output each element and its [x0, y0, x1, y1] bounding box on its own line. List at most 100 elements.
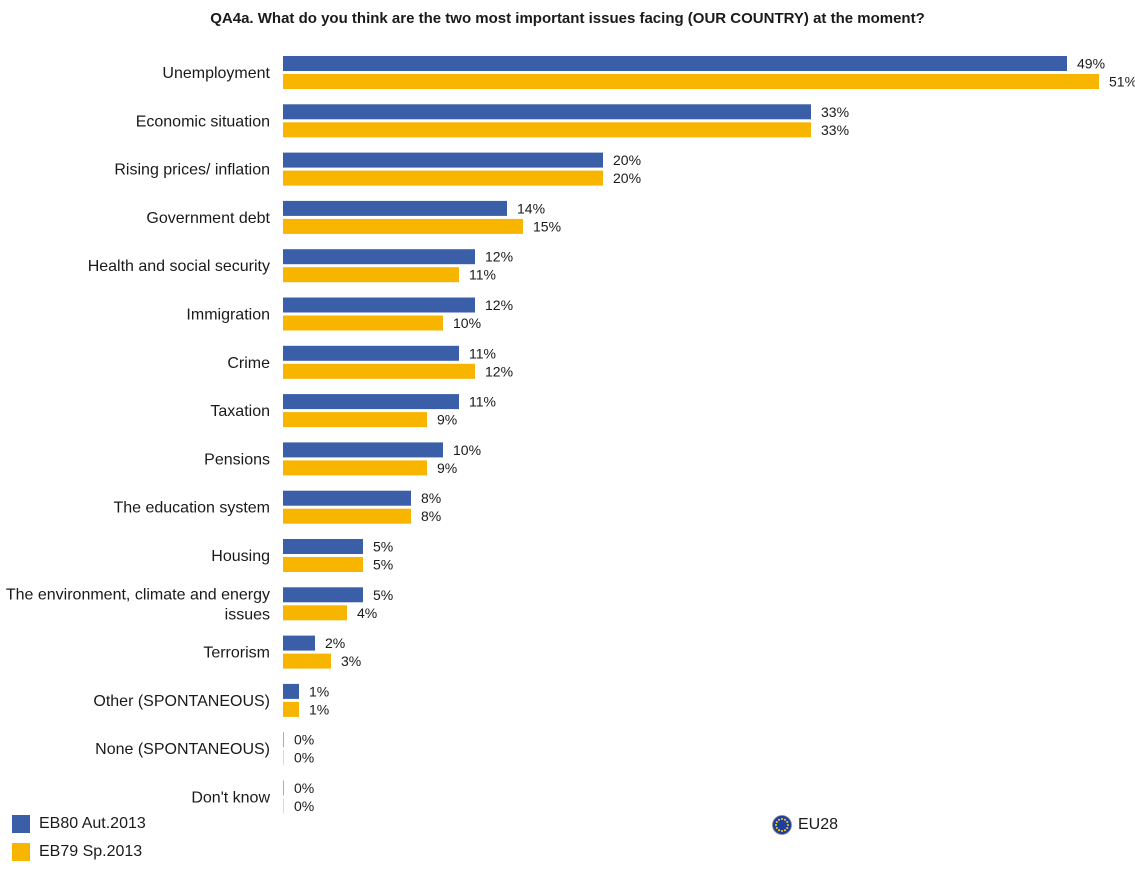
value-label-eb80: 33%	[821, 104, 849, 120]
legend-item-eb79: EB79 Sp.2013	[12, 843, 142, 861]
value-label-eb80: 8%	[421, 490, 441, 506]
value-label-eb79: 0%	[294, 798, 314, 814]
bar-eb80	[283, 297, 475, 313]
category-group: Pensions 10% 9%	[204, 442, 481, 476]
category-group: Terrorism 2% 3%	[203, 635, 361, 669]
category-group: Health and social security 12% 11%	[88, 249, 513, 283]
bar-eb79	[283, 798, 284, 814]
bar-eb79	[283, 170, 603, 186]
bar-eb80	[283, 539, 363, 554]
category-label: Other (SPONTANEOUS)	[93, 693, 270, 710]
bar-eb80	[283, 394, 459, 410]
bar-eb80	[283, 635, 315, 651]
value-label-eb79: 51%	[1109, 74, 1135, 90]
bar-eb80	[283, 56, 1067, 71]
value-label-eb80: 11%	[469, 345, 496, 361]
bar-eb80	[283, 683, 299, 699]
value-label-eb79: 1%	[309, 701, 329, 717]
category-group: Other (SPONTANEOUS) 1% 1%	[93, 683, 329, 717]
category-label: Don't know	[191, 790, 270, 807]
value-label-eb80: 5%	[373, 539, 393, 555]
bar-eb79	[283, 508, 411, 524]
bar-eb79	[283, 218, 523, 234]
legend-swatch-eb80	[12, 815, 30, 833]
value-label-eb80: 12%	[485, 249, 513, 265]
category-label: Health and social security	[88, 258, 270, 275]
value-label-eb79: 4%	[357, 605, 377, 621]
value-label-eb79: 12%	[485, 363, 513, 379]
bar-eb80	[283, 780, 284, 796]
bar-eb79	[283, 750, 284, 766]
value-label-eb79: 8%	[421, 508, 441, 524]
bar-eb80	[283, 200, 507, 216]
value-label-eb80: 11%	[469, 394, 496, 410]
legend-label-eb79: EB79 Sp.2013	[39, 843, 143, 860]
bar-eb80	[283, 587, 363, 603]
category-label: The education system	[113, 500, 270, 517]
category-group: Housing 5% 5%	[211, 539, 393, 573]
category-group: Rising prices/ inflation 20% 20%	[114, 152, 641, 186]
category-label: Taxation	[210, 403, 270, 420]
legend-label-eb80: EB80 Aut.2013	[39, 815, 146, 832]
bar-eb79	[283, 74, 1099, 89]
bar-eb80	[283, 490, 411, 506]
value-label-eb79: 9%	[437, 412, 457, 428]
bar-eb80	[283, 104, 811, 120]
bar-eb79	[283, 460, 427, 476]
value-label-eb80: 49%	[1077, 56, 1105, 72]
category-label: Pensions	[204, 451, 270, 468]
bar-eb79	[283, 605, 347, 621]
value-label-eb79: 9%	[437, 460, 457, 476]
bar-eb80	[283, 442, 443, 458]
legend-swatch-eb79	[12, 843, 30, 861]
bar-eb79	[283, 122, 811, 138]
legend-label-eu28: EU28	[798, 816, 839, 833]
category-label: Government debt	[146, 210, 270, 227]
category-label: Immigration	[186, 307, 270, 324]
category-label: Crime	[227, 355, 270, 372]
value-label-eb80: 12%	[485, 297, 513, 313]
category-label: Housing	[211, 548, 270, 565]
value-label-eb79: 15%	[533, 218, 561, 234]
category-group: None (SPONTANEOUS) 0% 0%	[95, 732, 314, 766]
category-group: Crime 11% 12%	[227, 345, 513, 379]
value-label-eb80: 0%	[294, 732, 314, 748]
category-group: Taxation 11% 9%	[210, 394, 496, 428]
value-label-eb79: 20%	[613, 170, 641, 186]
bar-eb79	[283, 315, 443, 331]
bar-eb79	[283, 267, 459, 283]
category-label: Rising prices/ inflation	[114, 162, 270, 179]
category-label: None (SPONTANEOUS)	[95, 741, 270, 758]
value-label-eb80: 1%	[309, 683, 329, 699]
value-label-eb80: 2%	[325, 635, 345, 651]
bar-eb79	[283, 412, 427, 428]
bar-eb79	[283, 653, 331, 669]
value-label-eb80: 20%	[613, 152, 641, 168]
category-label: The environment, climate and energy issue…	[6, 586, 270, 623]
category-label: Unemployment	[162, 65, 270, 82]
bar-eb80	[283, 249, 475, 265]
value-label-eb79: 33%	[821, 122, 849, 138]
category-group: The environment, climate and energy issue…	[6, 586, 393, 623]
bar-eb80	[283, 732, 284, 748]
value-label-eb80: 10%	[453, 442, 481, 458]
chart-title: QA4a. What do you think are the two most…	[210, 10, 925, 27]
category-group: The education system 8% 8%	[113, 490, 441, 524]
category-group: Immigration 12%10%	[186, 297, 513, 331]
value-label-eb79: 5%	[373, 557, 393, 573]
category-group: Economic situation 33% 33%	[136, 104, 849, 138]
bar-eb79	[283, 701, 299, 717]
bar-eb79	[283, 363, 475, 379]
bar-eb80	[283, 345, 459, 361]
legend-item-eu28: EU28	[772, 815, 838, 835]
value-label-eb79: 10%	[453, 315, 481, 331]
value-label-eb80: 14%	[517, 200, 545, 216]
bar-eb79	[283, 557, 363, 572]
value-label-eb79: 11%	[469, 267, 496, 283]
category-group: Unemployment 49%51%	[162, 56, 1135, 90]
value-label-eb80: 5%	[373, 587, 393, 603]
value-label-eb79: 3%	[341, 653, 361, 669]
value-label-eb80: 0%	[294, 780, 314, 796]
category-label: Terrorism	[203, 645, 270, 662]
